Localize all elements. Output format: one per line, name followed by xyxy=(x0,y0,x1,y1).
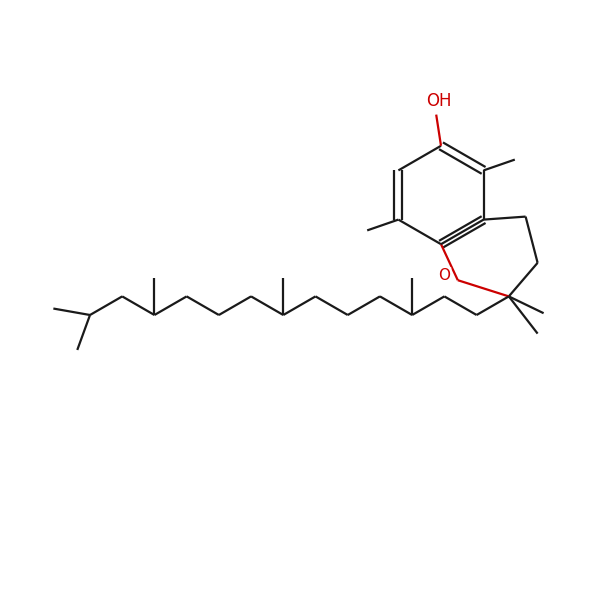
Text: O: O xyxy=(439,268,451,283)
Text: OH: OH xyxy=(427,92,452,110)
